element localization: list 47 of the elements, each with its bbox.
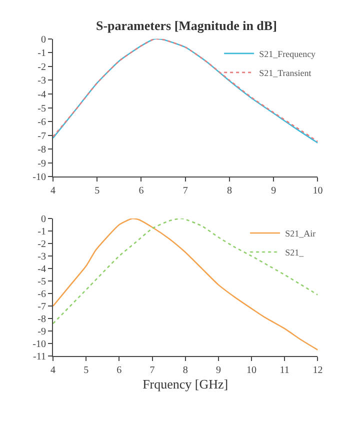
y-tick-label: -7 [38,302,46,313]
y-tick-label: -6 [38,289,46,300]
x-tick-label: 5 [84,365,89,376]
legend-label: S21_ [285,247,304,258]
x-tick-label: 7 [150,365,155,376]
x-tick-label: 8 [226,186,232,197]
y-tick-label: -4 [38,264,46,276]
y-tick-label: -8 [38,314,46,326]
y-tick-label: -2 [38,239,46,250]
x-axis-title: Frquency [GHz] [142,376,228,392]
y-tick-label: -3 [38,252,46,263]
y-tick-label: 0 [41,214,46,225]
chart-title: S-parameters [Magnitude in dB] [96,18,277,33]
y-tick-label: -9 [38,326,46,338]
y-tick-label: -10 [32,172,46,184]
line-series [53,218,318,351]
x-tick-label: 12 [312,365,323,376]
y-tick-label: -11 [33,352,46,363]
y-tick-label: -3 [38,76,46,87]
y-tick-label: -6 [38,117,46,128]
y-tick-label: -7 [38,130,46,142]
x-tick-label: 8 [182,365,188,376]
y-tick-label: -5 [38,103,46,114]
x-tick-label: 10 [312,186,323,197]
line-series [53,218,318,324]
x-tick-label: 7 [182,186,188,197]
x-tick-label: 10 [246,365,257,376]
legend-label: S21_Transient [259,68,312,78]
y-tick-label: -2 [38,62,46,73]
x-tick-label: 9 [271,186,276,197]
x-tick-label: 9 [216,365,221,376]
y-tick-label: 0 [41,34,46,46]
x-tick-label: 11 [280,365,290,376]
x-tick-label: 6 [116,365,122,376]
y-tick-label: -9 [38,158,46,170]
x-tick-label: 5 [94,186,100,197]
y-tick-label: -4 [38,89,46,100]
y-tick-label: -1 [38,226,46,238]
x-tick-label: 4 [50,186,56,197]
legend-label: S21_Air [285,228,316,238]
x-tick-label: 6 [138,186,144,197]
legend-label: S21_Frequency [259,48,316,59]
x-tick-label: 4 [50,365,56,376]
y-tick-label: -10 [32,339,46,350]
y-tick-label: -8 [38,144,46,156]
y-tick-label: -5 [38,276,46,288]
y-tick-label: -1 [38,48,46,60]
